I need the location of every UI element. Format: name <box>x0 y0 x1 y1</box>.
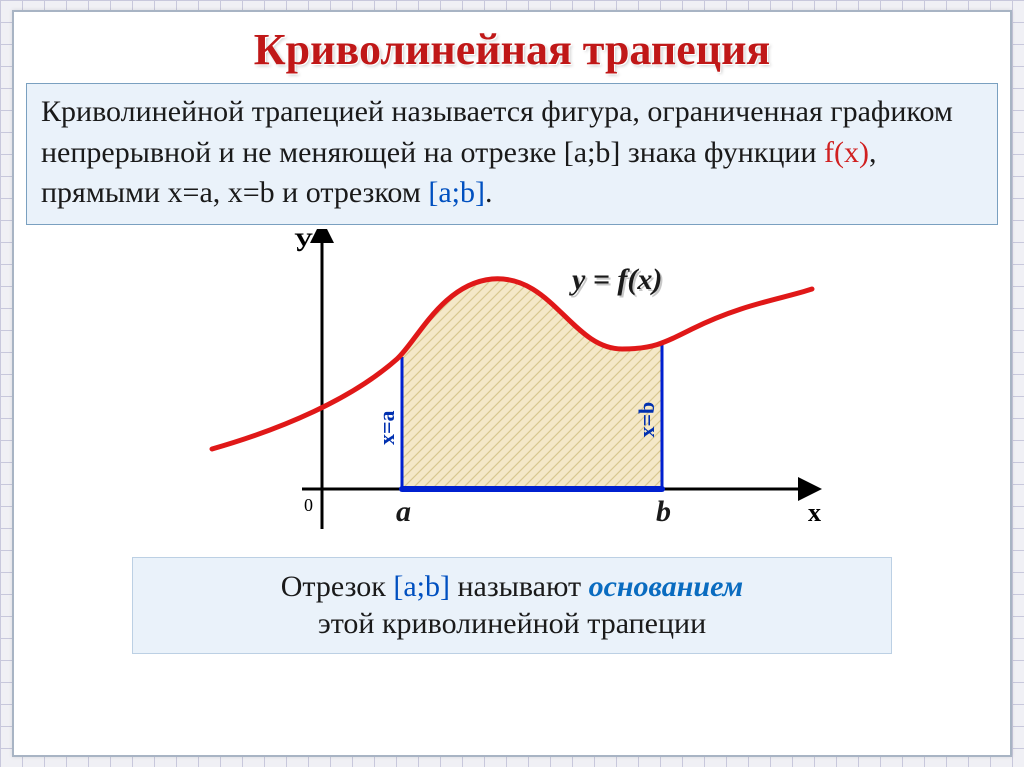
def-ab: [a;b] <box>428 176 485 209</box>
footer-box: Отрезок [a;b] называют основанием этой к… <box>132 557 892 654</box>
footer-t1: Отрезок <box>281 570 394 603</box>
x-axis-label: х <box>808 498 821 527</box>
label-yfx: y = f(x) <box>569 263 662 296</box>
shaded-region <box>402 278 662 488</box>
chart-container: Ух0abx=ax=by = f(x)y = f(x) <box>14 229 1010 549</box>
label-x-equals-a: x=a <box>374 410 399 445</box>
curvilinear-trapezoid-chart: Ух0abx=ax=by = f(x)y = f(x) <box>192 229 832 549</box>
def-text-3: . <box>485 176 493 209</box>
label-a: a <box>396 495 411 528</box>
definition-box: Криволинейной трапецией называется фигур… <box>26 83 998 225</box>
main-panel: Криволинейная трапеция Криволинейной тра… <box>12 10 1012 757</box>
page-title: Криволинейная трапеция <box>14 24 1010 75</box>
y-axis-label: У <box>294 229 313 257</box>
footer-t2: называют <box>450 570 589 603</box>
def-fx: f(x) <box>824 136 869 169</box>
label-b: b <box>656 495 671 528</box>
footer-ab: [a;b] <box>393 570 450 603</box>
label-x-equals-b: x=b <box>634 401 659 437</box>
def-text-1: Криволинейной трапецией называется фигур… <box>41 95 953 169</box>
footer-osn: основанием <box>589 570 744 603</box>
footer-t3: этой криволинейной трапеции <box>318 607 706 640</box>
origin-label: 0 <box>304 495 313 515</box>
